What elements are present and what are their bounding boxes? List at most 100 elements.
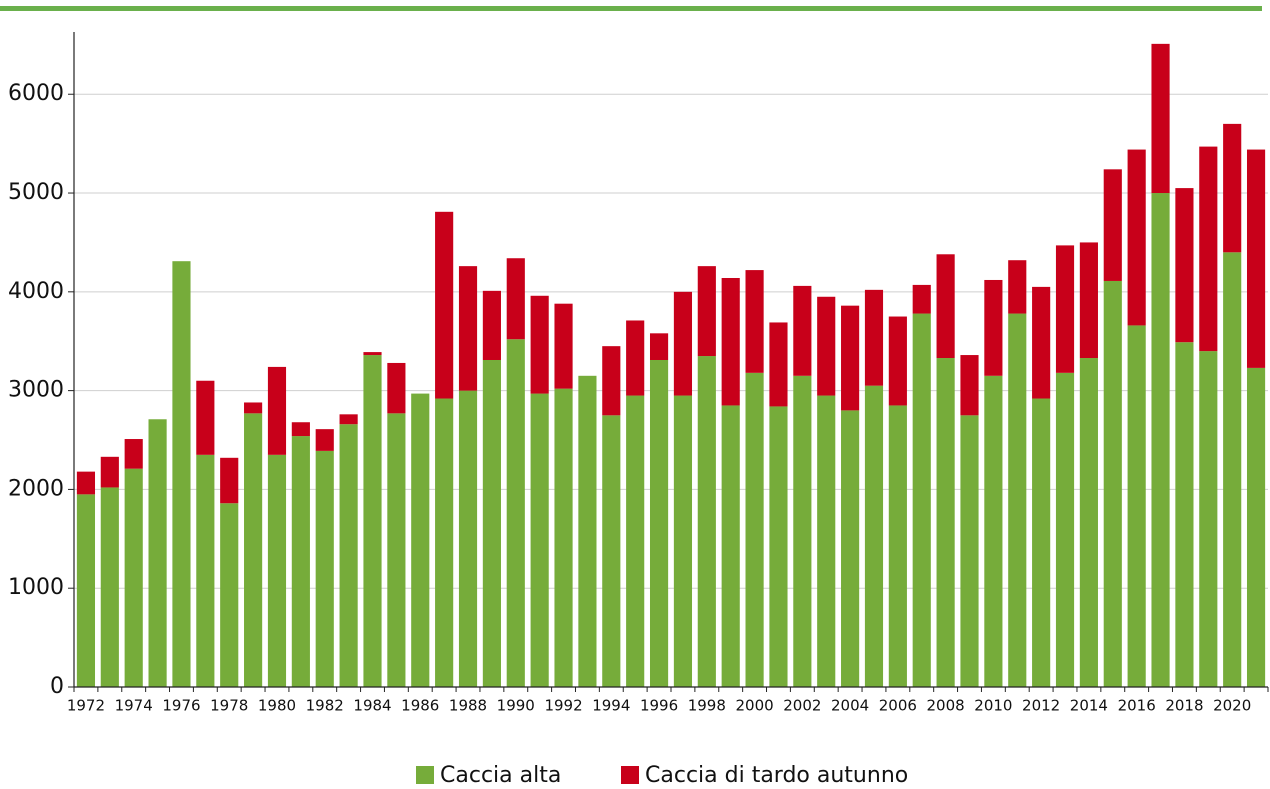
bar-segment bbox=[148, 419, 167, 687]
bar-segment bbox=[960, 355, 979, 416]
bar-segment bbox=[1127, 149, 1146, 326]
bar-segment bbox=[936, 358, 955, 687]
bar-segment bbox=[339, 424, 358, 687]
bar-segment bbox=[769, 406, 788, 687]
bar-segment bbox=[315, 450, 334, 687]
x-tick-label: 2002 bbox=[783, 697, 821, 715]
x-tick-label: 2020 bbox=[1213, 697, 1251, 715]
bar-segment bbox=[793, 375, 812, 687]
bar-segment bbox=[172, 261, 191, 687]
bar-segment bbox=[315, 429, 334, 451]
bar-segment bbox=[1008, 313, 1027, 687]
bar-segment bbox=[1055, 372, 1075, 687]
bar-segment bbox=[1032, 398, 1051, 687]
bar-segment bbox=[435, 211, 454, 399]
x-tick-label: 1996 bbox=[640, 697, 678, 715]
bar-segment bbox=[1079, 242, 1098, 359]
bar-segment bbox=[769, 322, 788, 407]
x-tick-label: 2006 bbox=[879, 697, 917, 715]
y-tick-label: 2000 bbox=[8, 476, 64, 501]
bar-segment bbox=[76, 471, 96, 495]
bar-segment bbox=[721, 405, 740, 687]
bar-segment bbox=[124, 468, 143, 687]
bar-segment bbox=[530, 393, 549, 687]
bar-segment bbox=[602, 415, 621, 687]
bar-segment bbox=[387, 362, 406, 414]
bar-segment bbox=[602, 346, 621, 416]
bar-segment bbox=[411, 393, 430, 687]
bar-segment bbox=[697, 356, 716, 687]
y-tick-label: 6000 bbox=[8, 81, 64, 106]
bar-segment bbox=[76, 494, 96, 687]
bar-segment bbox=[530, 295, 549, 394]
bar-segment bbox=[363, 352, 382, 356]
bar-segment bbox=[506, 339, 525, 687]
x-tick-label: 1982 bbox=[306, 697, 344, 715]
x-tick-label: 2010 bbox=[974, 697, 1012, 715]
bar-segment bbox=[506, 258, 525, 340]
bar-segment bbox=[578, 375, 597, 687]
bar-segment bbox=[1223, 123, 1242, 253]
top-rule bbox=[0, 6, 1262, 11]
legend-swatch bbox=[621, 766, 639, 784]
bar-segment bbox=[817, 395, 836, 687]
bar-segment bbox=[220, 457, 239, 504]
x-tick-label: 1988 bbox=[449, 697, 487, 715]
bar-segment bbox=[339, 414, 358, 425]
bar-segment bbox=[1246, 149, 1266, 368]
bar-segment bbox=[100, 487, 119, 687]
bar-segment bbox=[244, 413, 263, 687]
bar-segment bbox=[267, 366, 287, 455]
bar-segment bbox=[1032, 286, 1051, 399]
legend-label: Caccia alta bbox=[440, 763, 561, 788]
x-tick-label: 1990 bbox=[497, 697, 535, 715]
x-tick-label: 1976 bbox=[162, 697, 200, 715]
bar-segment bbox=[196, 380, 215, 455]
bar-segment bbox=[1127, 325, 1146, 687]
bar-segment bbox=[458, 390, 478, 687]
bar-segment bbox=[626, 395, 645, 687]
bar-segment bbox=[387, 413, 406, 687]
bar-segment bbox=[649, 333, 669, 360]
bar-segment bbox=[1199, 146, 1218, 352]
x-tick-label: 1986 bbox=[401, 697, 439, 715]
bar-segment bbox=[1103, 280, 1122, 687]
bar-segment bbox=[960, 415, 979, 687]
bar-segment bbox=[291, 436, 310, 687]
bar-segment bbox=[721, 277, 740, 406]
y-tick-label: 4000 bbox=[8, 279, 64, 304]
bar-segment bbox=[864, 385, 884, 687]
bar-segment bbox=[482, 290, 501, 360]
bar-segment bbox=[458, 266, 478, 391]
bar-segment bbox=[841, 305, 860, 411]
bar-segment bbox=[220, 503, 239, 687]
bar-segment bbox=[673, 395, 693, 687]
bar-segment bbox=[1175, 342, 1194, 687]
bar-segment bbox=[1199, 351, 1218, 687]
x-tick-label: 2004 bbox=[831, 697, 869, 715]
x-tick-label: 2008 bbox=[927, 697, 965, 715]
legend-label: Caccia di tardo autunno bbox=[645, 763, 908, 788]
bar-segment bbox=[864, 289, 884, 386]
bar-segment bbox=[697, 266, 716, 357]
bar-segment bbox=[1079, 358, 1098, 687]
x-tick-label: 2016 bbox=[1118, 697, 1156, 715]
bar-segment bbox=[1055, 245, 1075, 373]
bar-segment bbox=[482, 359, 501, 687]
x-tick-label: 1974 bbox=[115, 697, 153, 715]
x-tick-label: 2018 bbox=[1165, 697, 1203, 715]
bar-segment bbox=[435, 398, 454, 687]
bar-segment bbox=[626, 320, 645, 396]
bar-segment bbox=[841, 410, 860, 687]
x-tick-label: 2012 bbox=[1022, 697, 1060, 715]
bar-segment bbox=[817, 296, 836, 396]
bar-segment bbox=[100, 456, 119, 488]
bar-segment bbox=[554, 388, 573, 687]
bar-segment bbox=[1151, 193, 1170, 687]
y-tick-label: 0 bbox=[50, 674, 64, 699]
x-tick-label: 1994 bbox=[592, 697, 630, 715]
x-tick-label: 1998 bbox=[688, 697, 726, 715]
bar-segment bbox=[554, 303, 573, 389]
x-tick-label: 1992 bbox=[544, 697, 582, 715]
